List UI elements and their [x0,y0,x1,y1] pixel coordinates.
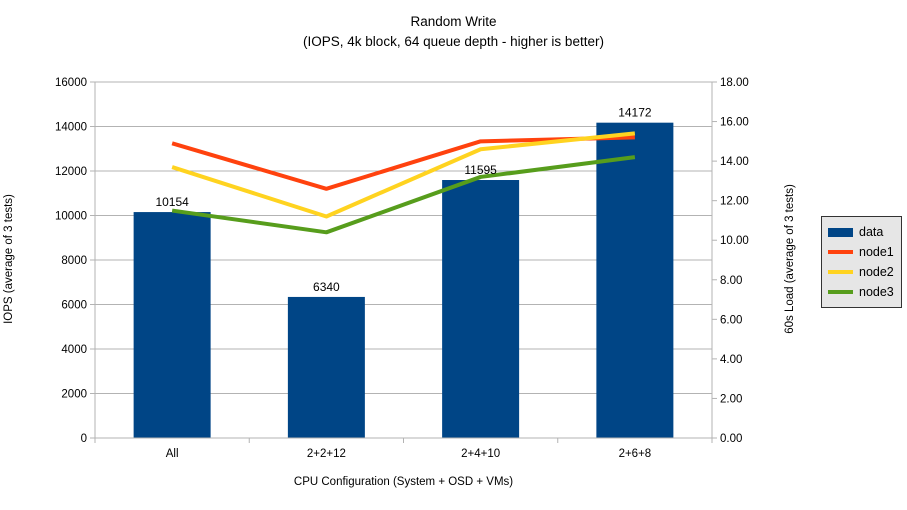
legend-item-node3: node3 [828,282,901,302]
left-tick-label: 4000 [61,344,87,356]
bar-value-label: 11595 [464,163,497,177]
right-tick-label: 18.00 [720,77,749,89]
left-tick-label: 16000 [55,77,87,89]
legend-item-node1: node1 [828,242,901,262]
left-tick-label: 12000 [55,166,87,178]
left-tick-label: 2000 [61,389,87,401]
right-tick-label: 14.00 [720,156,749,168]
bar-2+6+8 [596,122,674,438]
left-tick-label: 10000 [55,211,87,223]
category-label: All [166,448,179,460]
category-label: 2+6+8 [619,448,652,460]
right-tick-label: 4.00 [720,354,742,366]
chart-title: Random Write [410,14,497,29]
right-tick-label: 6.00 [720,314,742,326]
right-tick-label: 12.00 [720,196,749,208]
bar-All [133,212,211,438]
legend-item-data: data [828,222,901,242]
x-axis-title: CPU Configuration (System + OSD + VMs) [293,476,514,488]
legend-swatch-node1 [828,250,853,254]
line-node2 [171,131,636,219]
legend-label: data [859,225,884,239]
category-label: 2+2+12 [307,448,346,460]
right-tick-label: 16.00 [720,117,749,129]
right-tick-label: 10.00 [720,235,749,247]
right-tick-label: 0.00 [720,433,742,445]
legend-label: node2 [859,265,894,279]
line-node3 [171,155,636,235]
left-tick-label: 8000 [61,255,87,267]
chart-legend: data node1 node2 node3 [821,216,902,308]
legend-label: node3 [859,285,894,299]
bar-value-label: 6340 [313,280,340,294]
chart-subtitle: (IOPS, 4k block, 64 queue depth - higher… [303,34,604,49]
bar-2+4+10 [442,180,520,439]
right-tick-label: 8.00 [720,275,742,287]
legend-swatch-node3 [828,290,853,294]
left-tick-label: 6000 [61,300,87,312]
category-label: 2+4+10 [461,448,500,460]
legend-label: node1 [859,245,894,259]
bar-2+2+12 [287,296,365,438]
bar-value-label: 10154 [155,195,189,209]
legend-swatch-node2 [828,270,853,274]
left-tick-label: 0 [81,433,87,445]
legend-swatch-data [828,227,853,237]
legend-item-node2: node2 [828,262,901,282]
bar-value-label: 14172 [618,106,652,120]
right-tick-label: 2.00 [720,393,742,405]
left-tick-label: 14000 [55,122,87,134]
